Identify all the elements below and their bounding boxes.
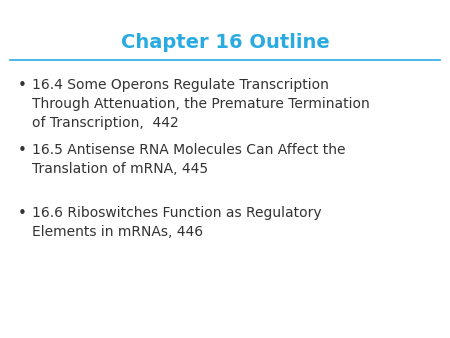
Text: •: •	[18, 206, 27, 221]
Text: •: •	[18, 78, 27, 93]
Text: 16.5 Antisense RNA Molecules Can Affect the
Translation of mRNA, 445: 16.5 Antisense RNA Molecules Can Affect …	[32, 143, 346, 176]
Text: Chapter 16 Outline: Chapter 16 Outline	[121, 33, 329, 52]
Text: •: •	[18, 143, 27, 158]
Text: 16.4 Some Operons Regulate Transcription
Through Attenuation, the Premature Term: 16.4 Some Operons Regulate Transcription…	[32, 78, 370, 130]
Text: 16.6 Riboswitches Function as Regulatory
Elements in mRNAs, 446: 16.6 Riboswitches Function as Regulatory…	[32, 206, 322, 239]
